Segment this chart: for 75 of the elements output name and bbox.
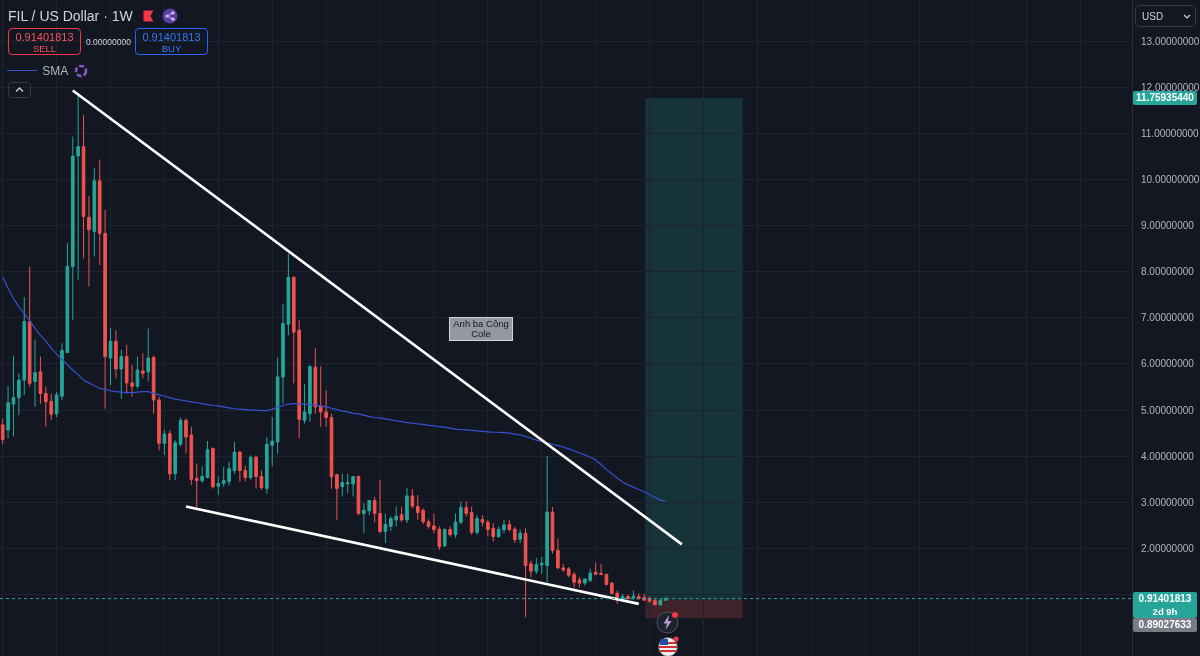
candlestick	[507, 519, 512, 532]
candlestick	[469, 506, 474, 536]
y-tick-label: 7.00000000	[1141, 312, 1195, 324]
y-tick-label: 9.00000000	[1141, 220, 1195, 232]
candlestick	[173, 439, 178, 481]
currency-select: USD	[1135, 5, 1196, 27]
y-tick-label: 4.00000000	[1141, 450, 1195, 462]
candlestick	[475, 514, 479, 536]
candlestick	[405, 487, 409, 524]
candlestick	[464, 500, 469, 518]
y-tick-label: 8.00000000	[1141, 266, 1195, 278]
y-tick-label: 13.00000000	[1141, 35, 1200, 47]
candlestick	[335, 473, 339, 521]
y-tick-label: 6.00000000	[1141, 358, 1195, 370]
annotation: BUY	[160, 43, 183, 54]
y-tick-label: 3.00000000	[1141, 496, 1195, 508]
text: 2d 9h	[1151, 605, 1179, 618]
candlestick	[27, 266, 32, 388]
annotation: SELL	[31, 43, 58, 54]
candlestick	[448, 525, 452, 538]
candlestick	[87, 195, 91, 287]
buy-button: 0.91401813 BUY	[135, 28, 208, 55]
ref-line-label: 0.91401813	[1137, 591, 1193, 606]
text: 11.75935440	[1133, 91, 1197, 106]
candlestick	[11, 355, 16, 437]
y-tick-label: 11.00000000	[1141, 127, 1200, 139]
candlestick	[38, 356, 43, 405]
candlestick	[480, 514, 485, 527]
candlestick	[577, 576, 582, 588]
legend-label: SMA	[42, 64, 69, 79]
candlestick	[114, 329, 118, 379]
candlestick	[216, 476, 221, 496]
y-tick-label: 5.00000000	[1141, 404, 1195, 416]
text: 0.89027633	[1133, 617, 1197, 632]
candlestick	[200, 465, 204, 484]
candlestick	[248, 454, 253, 481]
candlestick	[340, 473, 345, 497]
candlestick	[626, 594, 630, 600]
candlestick	[442, 527, 447, 548]
candlestick	[6, 385, 10, 439]
candlestick	[518, 529, 522, 544]
candlestick	[81, 114, 86, 259]
annotation: 0.91401813	[141, 31, 202, 43]
candlestick	[141, 352, 145, 379]
candlestick	[383, 512, 388, 544]
text: FIL / US Dollar · 1W	[8, 7, 134, 24]
candlestick	[92, 167, 97, 257]
note-box: Anh ba Công Cole	[449, 317, 513, 341]
candlestick	[205, 440, 210, 479]
candlestick	[453, 512, 458, 539]
candlestick	[459, 500, 463, 526]
candlestick	[119, 349, 124, 400]
candlestick	[146, 327, 151, 383]
candlestick	[211, 446, 215, 490]
candlestick	[194, 463, 199, 508]
y-tick-label: 12.00000000	[1141, 81, 1200, 93]
candlestick	[162, 429, 167, 456]
candlestick	[135, 356, 140, 389]
candlestick	[399, 506, 404, 523]
candlestick	[167, 429, 172, 481]
candlestick	[33, 339, 37, 408]
candlestick	[534, 557, 539, 575]
candlestick	[512, 526, 517, 544]
candlestick	[232, 441, 237, 475]
candlestick	[178, 417, 183, 448]
annotation: 0.00000000	[86, 36, 131, 48]
line-series	[2, 276, 667, 503]
y-tick-label: 10.00000000	[1141, 173, 1200, 185]
candlestick	[410, 488, 415, 509]
y-tick-label: 2.00000000	[1141, 543, 1195, 555]
annotation: 0.91401813	[14, 31, 75, 43]
sell-button: 0.91401813 SELL	[8, 28, 81, 55]
candlestick	[313, 347, 318, 415]
candlestick	[0, 418, 5, 445]
candlestick	[108, 327, 113, 386]
